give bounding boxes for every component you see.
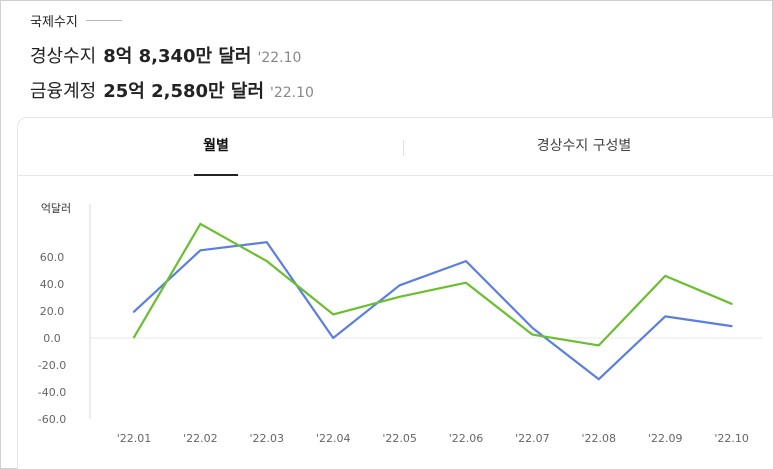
financial-account-period: '22.10 bbox=[270, 85, 314, 101]
y-tick-label: 40.0 bbox=[40, 278, 65, 291]
current-account-summary: 경상수지 8억 8,340만 달러 '22.10 bbox=[30, 42, 301, 68]
current-account-label: 경상수지 bbox=[30, 46, 97, 67]
x-tick-label: '22.06 bbox=[449, 432, 484, 445]
section-title-text: 국제수지 bbox=[30, 15, 78, 30]
chart-card: 월별 경상수지 구성별 억달러 60.0 40.0 20.0 0.0 -20.0 -40.0… bbox=[17, 117, 773, 469]
monthly-balance-chart: 억달러 60.0 40.0 20.0 0.0 -20.0 -40.0 -60.0 '22.01 '… bbox=[38, 202, 763, 445]
financial-account-value: 25억 2,580만 달러 bbox=[103, 81, 265, 102]
x-tick-label: '22.03 bbox=[250, 432, 285, 445]
chart-tabs: 월별 경상수지 구성별 bbox=[18, 118, 773, 176]
x-tick-label: '22.04 bbox=[316, 432, 351, 445]
y-tick-label: -20.0 bbox=[38, 359, 66, 372]
financial-account-label: 금융계정 bbox=[30, 81, 97, 102]
x-tick-label: '22.09 bbox=[648, 432, 683, 445]
y-axis-unit-label: 억달러 bbox=[41, 202, 71, 215]
x-tick-label: '22.08 bbox=[582, 432, 617, 445]
y-tick-label: -40.0 bbox=[38, 386, 66, 399]
tab-monthly[interactable]: 월별 bbox=[194, 118, 238, 176]
series-line-1 bbox=[132, 241, 733, 381]
current-account-value: 8억 8,340만 달러 bbox=[103, 46, 252, 67]
y-tick-label: -60.0 bbox=[38, 413, 66, 426]
financial-account-summary: 금융계정 25억 2,580만 달러 '22.10 bbox=[30, 77, 314, 103]
x-tick-label: '22.10 bbox=[714, 432, 749, 445]
current-account-period: '22.10 bbox=[257, 50, 302, 66]
series-line-2 bbox=[132, 222, 733, 347]
x-tick-label: '22.05 bbox=[382, 432, 417, 445]
tab-composition[interactable]: 경상수지 구성별 bbox=[536, 138, 632, 154]
y-tick-label: 20.0 bbox=[40, 305, 65, 318]
y-tick-label: 60.0 bbox=[40, 251, 65, 264]
section-title-divider bbox=[85, 20, 122, 21]
y-tick-label: 0.0 bbox=[43, 332, 61, 345]
x-tick-label: '22.01 bbox=[117, 432, 152, 445]
section-title: 국제수지 bbox=[30, 11, 122, 30]
x-tick-label: '22.02 bbox=[183, 432, 218, 445]
tab-divider bbox=[403, 140, 404, 156]
x-tick-label: '22.07 bbox=[515, 432, 550, 445]
